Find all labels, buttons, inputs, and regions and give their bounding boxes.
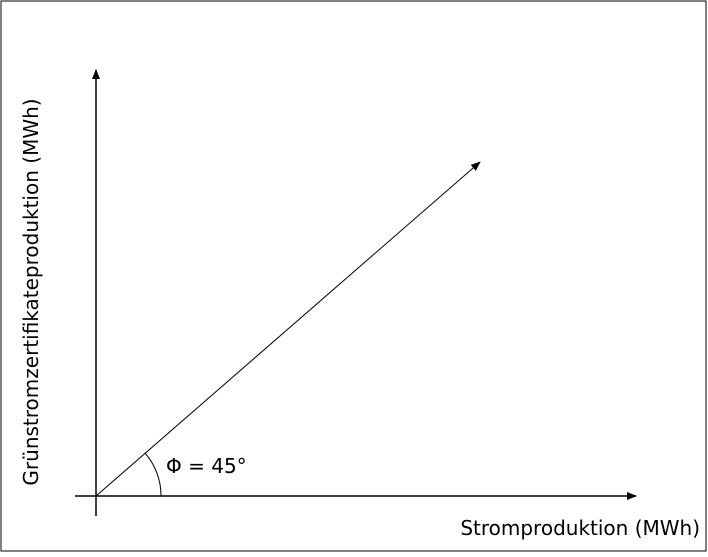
y-axis-label: Grünstromzertifikateproduktion (MWh) — [19, 98, 43, 485]
diagonal-arrow — [95, 161, 481, 497]
x-axis-label: Stromproduktion (MWh) — [460, 516, 700, 540]
angle-arc — [144, 452, 162, 497]
angle-label: Φ = 45° — [166, 454, 247, 478]
